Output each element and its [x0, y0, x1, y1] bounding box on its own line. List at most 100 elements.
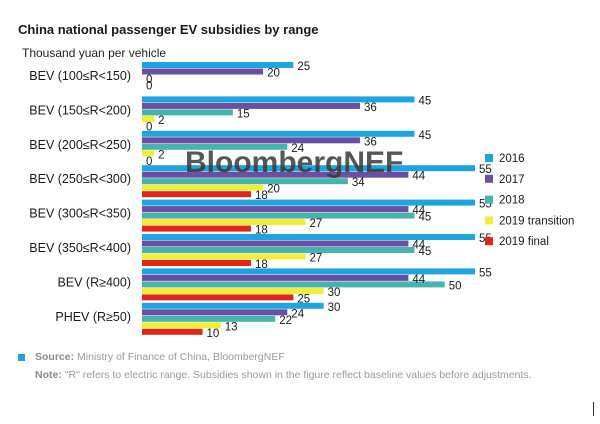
- bar: [142, 219, 306, 226]
- legend: 2016 2017 2018 2019 transition 2019 final: [485, 153, 574, 248]
- data-label: 45: [418, 212, 431, 224]
- bar: [142, 184, 264, 191]
- data-label: 55: [479, 164, 492, 176]
- bar: [142, 322, 221, 329]
- data-label: 34: [352, 177, 365, 189]
- category-label: PHEV (R≥50): [55, 310, 131, 324]
- data-label: 44: [412, 171, 425, 183]
- bar: [142, 130, 415, 137]
- data-label: 45: [418, 95, 431, 107]
- bar: [142, 165, 475, 172]
- bar: [142, 260, 251, 266]
- bar: [142, 234, 475, 240]
- legend-label: 2018: [499, 195, 525, 207]
- chart-footer: Source: Ministry of Finance of China, Bl…: [18, 348, 578, 384]
- category-label: BEV (100≤R<150): [29, 69, 131, 83]
- legend-label: 2016: [499, 153, 525, 165]
- data-label: 25: [297, 293, 310, 305]
- category-label: BEV (250≤R<300): [29, 172, 131, 186]
- bar: [142, 96, 415, 103]
- data-label: 44: [412, 274, 425, 286]
- legend-swatch: [485, 237, 493, 246]
- data-label: 2: [158, 149, 164, 161]
- source-label: Source:: [35, 351, 75, 363]
- data-label: 0: [146, 156, 152, 168]
- data-label: 36: [364, 136, 377, 148]
- bar: [142, 247, 415, 253]
- category-label: BEV (350≤R<400): [29, 241, 131, 255]
- data-label: 0: [146, 121, 152, 133]
- bar: [142, 137, 360, 144]
- data-label: 0: [146, 74, 152, 86]
- bar: [142, 268, 475, 275]
- bar: [142, 225, 251, 232]
- bar: [142, 309, 288, 316]
- legend-swatch: [485, 195, 493, 204]
- data-label: 18: [255, 225, 268, 237]
- data-label: 18: [255, 259, 268, 271]
- bar: [142, 302, 324, 309]
- bar: [142, 115, 155, 122]
- bar: [142, 199, 475, 206]
- bar: [142, 281, 445, 288]
- data-label: 25: [297, 61, 310, 73]
- bar: [142, 109, 233, 116]
- bar: [142, 315, 276, 322]
- legend-label: 2017: [499, 174, 525, 186]
- data-label: 18: [255, 190, 268, 202]
- unit-label: Thousand yuan per vehicle: [22, 46, 167, 60]
- data-label: 15: [237, 108, 250, 120]
- bar: [142, 212, 415, 219]
- text-cursor: [593, 402, 594, 416]
- data-label: 44: [412, 240, 425, 252]
- bar: [142, 150, 155, 157]
- bar: [142, 328, 203, 335]
- category-labels: BEV (100≤R<150) BEV (150≤R<200) BEV (200≤R…: [29, 69, 131, 324]
- data-label: 24: [291, 308, 304, 320]
- bar: [142, 240, 409, 247]
- data-label: 2: [158, 115, 164, 127]
- bar: [142, 191, 251, 198]
- data-label: 30: [328, 302, 341, 314]
- data-label: 30: [328, 287, 341, 299]
- bar: [142, 171, 409, 178]
- source-marker-icon: [18, 353, 25, 361]
- bar: [142, 178, 348, 185]
- data-label: 24: [291, 143, 304, 155]
- watermark: BloombergNEF: [185, 146, 403, 179]
- bar: [142, 102, 360, 109]
- data-label: 10: [207, 328, 220, 340]
- bar: [142, 68, 264, 75]
- data-label: 20: [267, 184, 280, 196]
- data-label: 20: [267, 68, 280, 80]
- bar: [142, 294, 294, 301]
- category-label: BEV (200≤R<250): [29, 138, 131, 152]
- data-label: 0: [146, 81, 152, 93]
- data-label: 27: [309, 218, 322, 230]
- note-text: "R" refers to electric range. Subsidies …: [61, 369, 532, 381]
- legend-label: 2019 final: [499, 236, 549, 248]
- data-label: 13: [225, 321, 238, 333]
- bar: [142, 287, 324, 294]
- legend-swatch: [485, 216, 493, 225]
- category-label: BEV (R≥400): [57, 275, 131, 289]
- bar: [142, 274, 409, 281]
- bar: [142, 62, 294, 68]
- note-line: Note: "R" refers to electric range. Subs…: [18, 366, 578, 384]
- data-label: 22: [279, 315, 292, 327]
- data-label: 45: [418, 246, 431, 258]
- bar: [142, 143, 288, 150]
- legend-swatch: [485, 174, 493, 183]
- data-label: 36: [364, 102, 377, 114]
- data-label: 44: [412, 205, 425, 217]
- bars-group: [142, 62, 475, 335]
- legend-label: 2019 transition: [499, 215, 574, 227]
- legend-swatch: [485, 154, 493, 162]
- source-text: Ministry of Finance of China, BloombergN…: [74, 351, 285, 363]
- bar: [142, 206, 409, 213]
- data-label: 55: [479, 267, 492, 279]
- category-label: BEV (300≤R<350): [29, 207, 131, 221]
- data-label: 45: [418, 130, 431, 142]
- category-label: BEV (150≤R<200): [29, 103, 131, 117]
